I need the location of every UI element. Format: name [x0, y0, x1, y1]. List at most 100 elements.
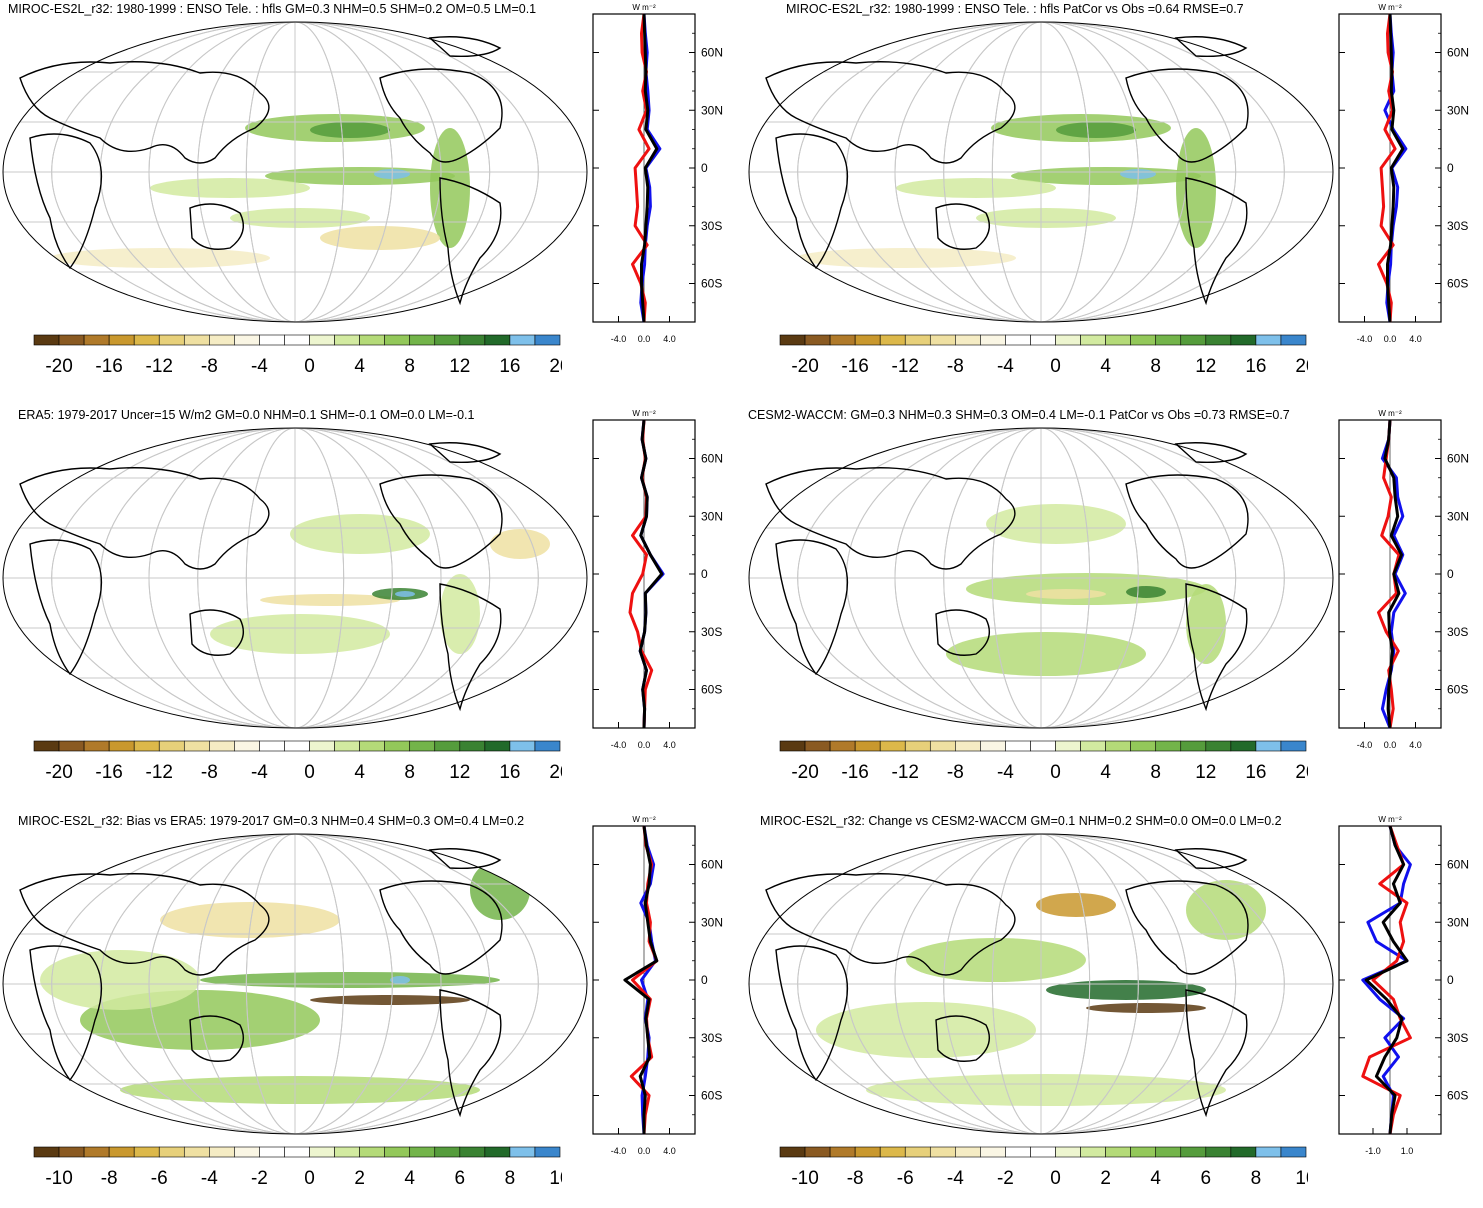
- anomaly-blob: [390, 976, 410, 984]
- panel-3: ERA5: 1979-2017 Uncer=15 W/m2 GM=0.0 NHM…: [0, 406, 742, 802]
- colorbar-tick-label: 8: [1150, 762, 1161, 783]
- robinson-map: [746, 18, 1336, 326]
- colorbar-swatch: [905, 1147, 930, 1157]
- colorbar: -20-16-12-8-4048121620: [778, 740, 1308, 790]
- anomaly-blob: [310, 995, 470, 1005]
- colorbar-tick-label: -20: [791, 762, 818, 783]
- colorbar-swatch: [410, 741, 435, 751]
- anomaly-blob: [150, 178, 310, 198]
- colorbar-swatch: [360, 335, 385, 345]
- colorbar-swatch: [310, 335, 335, 345]
- colorbar-swatch: [284, 741, 309, 751]
- colorbar-tick-label: 20: [549, 356, 562, 377]
- colorbar-swatch: [59, 1147, 84, 1157]
- colorbar-tick-label: 0: [1050, 356, 1061, 377]
- colorbar-tick-label: 20: [1295, 762, 1308, 783]
- panel-6: MIROC-ES2L_r32: Change vs CESM2-WACCM GM…: [746, 812, 1483, 1208]
- colorbar-swatch: [535, 741, 560, 751]
- anomaly-blob: [310, 122, 390, 138]
- colorbar-swatch: [234, 1147, 259, 1157]
- colorbar-swatch: [360, 1147, 385, 1157]
- colorbar-tick-label: 8: [404, 762, 415, 783]
- colorbar-swatch: [84, 741, 109, 751]
- colorbar-swatch: [1206, 335, 1231, 345]
- colorbar-tick-label: -10: [45, 1168, 72, 1189]
- lat-tick-label: 60S: [1447, 1089, 1468, 1103]
- colorbar: -20-16-12-8-4048121620: [32, 740, 562, 790]
- colorbar-swatch: [460, 335, 485, 345]
- lat-tick-label: 0: [701, 973, 708, 987]
- value-tick-label: 1.0: [1401, 1146, 1414, 1156]
- colorbar-tick-label: -12: [146, 356, 173, 377]
- zonal-units-label: W m⁻²: [632, 3, 656, 12]
- colorbar-swatch: [780, 335, 805, 345]
- anomaly-blob: [1026, 589, 1106, 599]
- colorbar-swatch: [1181, 335, 1206, 345]
- anomaly-blob: [976, 208, 1116, 228]
- colorbar-swatch: [805, 741, 830, 751]
- colorbar-swatch: [284, 335, 309, 345]
- colorbar-swatch: [385, 741, 410, 751]
- colorbar-swatch: [259, 1147, 284, 1157]
- colorbar-swatch: [805, 335, 830, 345]
- colorbar-tick-label: -16: [841, 762, 868, 783]
- colorbar-swatch: [1106, 1147, 1131, 1157]
- model-line: [630, 420, 652, 728]
- colorbar-swatch: [159, 335, 184, 345]
- colorbar-swatch: [1056, 335, 1081, 345]
- colorbar-tick-label: 4: [1100, 762, 1111, 783]
- lat-tick-label: 30N: [1447, 915, 1469, 929]
- colorbar-swatch: [930, 335, 955, 345]
- value-tick-label: 0.0: [638, 334, 651, 344]
- anomaly-blob: [50, 248, 270, 268]
- colorbar-swatch: [535, 335, 560, 345]
- colorbar-swatch: [1206, 1147, 1231, 1157]
- value-tick-label: 0.0: [638, 1146, 651, 1156]
- colorbar-tick-label: 20: [1295, 356, 1308, 377]
- panel-1: MIROC-ES2L_r32: 1980-1999 : ENSO Tele. :…: [0, 0, 742, 396]
- colorbar-tick-label: 8: [505, 1168, 516, 1189]
- colorbar-swatch: [955, 1147, 980, 1157]
- colorbar-swatch: [1281, 741, 1306, 751]
- colorbar-tick-label: 4: [404, 1168, 415, 1189]
- zonal-units-label: W m⁻²: [632, 409, 656, 418]
- colorbar-swatch: [510, 335, 535, 345]
- colorbar-swatch: [1131, 741, 1156, 751]
- colorbar-tick-label: 4: [354, 762, 365, 783]
- colorbar-swatch: [209, 335, 234, 345]
- colorbar-swatch: [310, 741, 335, 751]
- colorbar-swatch: [485, 335, 510, 345]
- colorbar-swatch: [385, 335, 410, 345]
- colorbar-swatch: [335, 1147, 360, 1157]
- colorbar-swatch: [880, 741, 905, 751]
- colorbar-swatch: [109, 741, 134, 751]
- value-tick-label: 0.0: [638, 740, 651, 750]
- robinson-map: [746, 830, 1336, 1138]
- lat-tick-label: 30N: [1447, 509, 1469, 523]
- colorbar-swatch: [1181, 1147, 1206, 1157]
- value-tick-label: 0.0: [1384, 334, 1397, 344]
- colorbar-tick-label: -8: [201, 356, 218, 377]
- value-tick-label: 4.0: [1409, 740, 1422, 750]
- colorbar-tick-label: -4: [997, 762, 1014, 783]
- colorbar-swatch: [880, 1147, 905, 1157]
- colorbar-tick-label: 4: [354, 356, 365, 377]
- value-tick-label: -4.0: [1357, 334, 1373, 344]
- lat-tick-label: 60N: [1447, 46, 1469, 60]
- colorbar-tick-label: 16: [1245, 762, 1266, 783]
- lat-tick-label: 30S: [1447, 625, 1468, 639]
- zonal-units-label: W m⁻²: [1378, 815, 1402, 824]
- colorbar-tick-label: -4: [251, 762, 268, 783]
- anomaly-blob: [796, 248, 1016, 268]
- colorbar-tick-label: -10: [791, 1168, 818, 1189]
- colorbar-swatch: [34, 335, 59, 345]
- colorbar-swatch: [385, 1147, 410, 1157]
- colorbar-swatch: [830, 335, 855, 345]
- value-tick-label: -4.0: [1357, 740, 1373, 750]
- colorbar-swatch: [855, 335, 880, 345]
- value-tick-label: -4.0: [611, 1146, 627, 1156]
- colorbar-swatch: [109, 1147, 134, 1157]
- lat-tick-label: 60S: [701, 683, 722, 697]
- colorbar-swatch: [1231, 741, 1256, 751]
